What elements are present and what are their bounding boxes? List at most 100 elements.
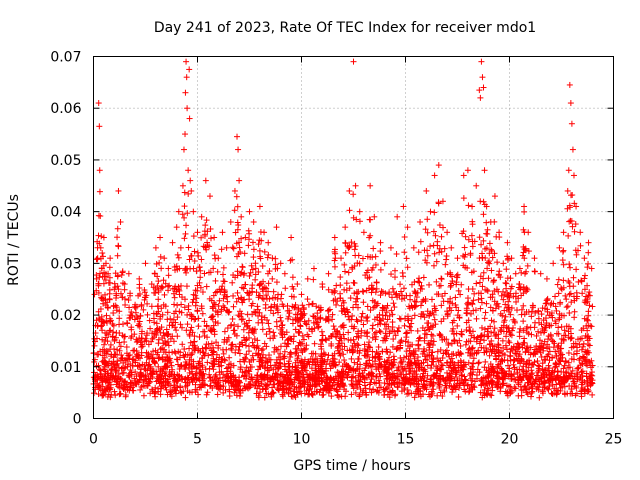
data-point [235, 380, 242, 387]
data-point [389, 343, 396, 350]
data-point [347, 295, 354, 302]
data-point [346, 207, 353, 214]
data-point [394, 213, 401, 220]
data-point [565, 167, 572, 174]
data-point [187, 265, 194, 272]
data-point [182, 394, 189, 401]
data-point [178, 301, 185, 308]
data-point [427, 243, 434, 250]
data-point [433, 258, 440, 265]
data-point [261, 248, 268, 255]
data-point [213, 339, 220, 346]
data-point [439, 362, 446, 369]
data-point [318, 328, 325, 335]
data-point [215, 255, 222, 262]
data-point [499, 337, 506, 344]
data-point [97, 244, 104, 251]
data-point [269, 384, 276, 391]
data-point [95, 100, 102, 107]
data-point [436, 249, 443, 256]
data-point [188, 187, 195, 194]
data-point [387, 244, 394, 251]
data-point [99, 336, 106, 343]
data-point [197, 274, 204, 281]
data-point [578, 393, 585, 400]
data-point [140, 306, 147, 313]
data-point [381, 391, 388, 398]
data-point [174, 333, 181, 340]
data-point [570, 274, 577, 281]
data-point [277, 343, 284, 350]
data-point [234, 133, 241, 140]
data-point [181, 189, 188, 196]
data-point [373, 279, 380, 286]
data-point [528, 308, 535, 315]
data-point [567, 192, 574, 199]
data-point [232, 349, 239, 356]
data-point [575, 278, 582, 285]
data-point [520, 283, 527, 290]
data-point [156, 354, 163, 361]
data-point [294, 281, 301, 288]
data-point [510, 361, 517, 368]
data-point [359, 288, 366, 295]
data-point [236, 244, 243, 251]
x-tick-label: 0 [89, 432, 98, 448]
data-point [191, 257, 198, 264]
data-point [577, 242, 584, 249]
data-point [273, 279, 280, 286]
data-point [265, 251, 272, 258]
data-point [503, 280, 510, 287]
data-point [426, 281, 433, 288]
data-point [417, 238, 424, 245]
data-point [476, 234, 483, 241]
data-point [477, 94, 484, 101]
x-tick-label: 25 [605, 432, 623, 448]
data-point [164, 316, 171, 323]
data-point [470, 355, 477, 362]
data-point [469, 286, 476, 293]
data-point [554, 368, 561, 375]
data-point [372, 329, 379, 336]
data-point [181, 203, 188, 210]
data-point [423, 187, 430, 194]
data-point [308, 350, 315, 357]
data-point [567, 264, 574, 271]
data-point [348, 391, 355, 398]
data-point [220, 271, 227, 278]
data-point [411, 312, 418, 319]
data-point [398, 388, 405, 395]
data-point [480, 211, 487, 218]
data-point [457, 342, 464, 349]
data-point [504, 362, 511, 369]
data-point [304, 275, 311, 282]
data-point [114, 252, 121, 259]
data-point [230, 327, 237, 334]
data-point [114, 273, 121, 280]
data-point [528, 331, 535, 338]
data-point [424, 216, 431, 223]
data-point [278, 291, 285, 298]
data-point [566, 309, 573, 316]
data-point [240, 326, 247, 333]
data-point [528, 367, 535, 374]
data-point [341, 357, 348, 364]
data-point [572, 221, 579, 228]
data-point [478, 299, 485, 306]
data-point [272, 255, 279, 262]
data-point [434, 238, 441, 245]
data-point [186, 66, 193, 73]
data-point [371, 213, 378, 220]
data-point [464, 167, 471, 174]
data-point [186, 115, 193, 122]
data-point [560, 261, 567, 268]
data-point [531, 268, 538, 275]
data-point [132, 359, 139, 366]
data-point [305, 301, 312, 308]
data-point [584, 264, 591, 271]
data-point [397, 316, 404, 323]
data-point [238, 213, 245, 220]
data-point [431, 172, 438, 179]
data-point [234, 289, 241, 296]
data-point [503, 266, 510, 273]
